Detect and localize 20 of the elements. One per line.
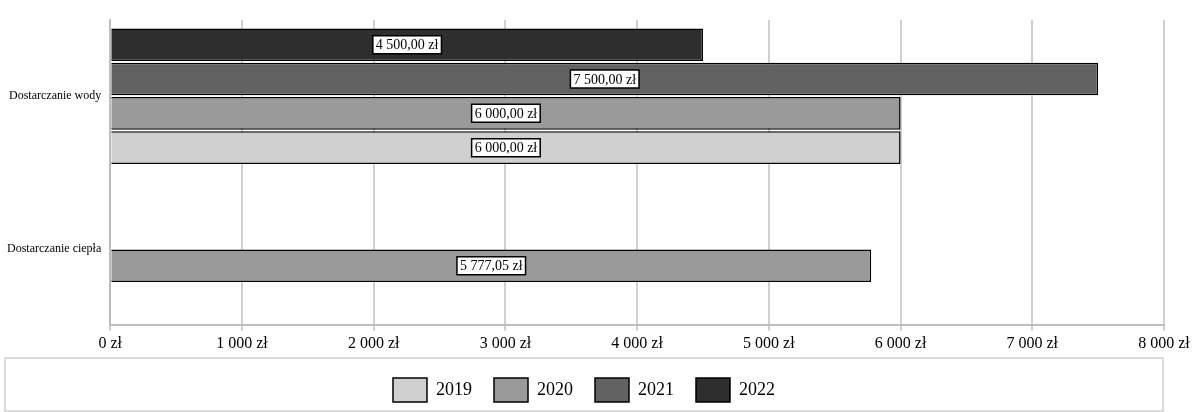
y-tick-label: Dostarczanie wody — [8, 88, 102, 103]
legend-label: 2022 — [739, 378, 775, 399]
x-tick-label: 1 000 zł — [216, 333, 269, 351]
legend-label: 2021 — [638, 378, 674, 399]
x-tick-label: 2 000 zł — [347, 333, 401, 351]
x-tick-label: 0 zł — [98, 333, 123, 351]
data-label: 5 777,05 zł — [459, 258, 523, 274]
x-tick-label: 4 000 zł — [611, 333, 664, 351]
data-label: 7 500,00 zł — [573, 71, 637, 87]
x-tick-label: 8 000 zł — [1138, 333, 1191, 351]
x-tick-label: 6 000 zł — [874, 333, 927, 351]
legend-label: 2019 — [436, 378, 472, 399]
data-label: 4 500,00 zł — [375, 37, 439, 53]
x-tick-label: 7 000 zł — [1006, 333, 1059, 351]
x-tick-label: 3 000 zł — [479, 333, 532, 351]
data-label: 6 000,00 zł — [474, 140, 538, 156]
x-tick-label: 5 000 zł — [743, 333, 796, 351]
legend-label: 2020 — [537, 378, 573, 399]
data-label: 6 000,00 zł — [474, 106, 538, 122]
y-tick-label: Dostarczanie ciepła — [7, 240, 102, 255]
